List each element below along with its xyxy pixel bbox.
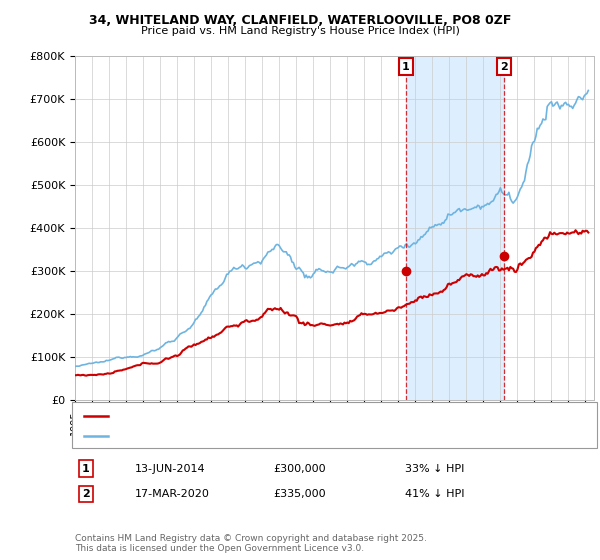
Bar [406,56,504,400]
Text: 34, WHITELAND WAY, CLANFIELD, WATERLOOVILLE, PO8 0ZF: 34, WHITELAND WAY, CLANFIELD, WATERLOOVI… [89,14,511,27]
Text: 13-JUN-2014: 13-JUN-2014 [135,464,206,474]
Text: HPI: Average price, detached house, East Hampshire: HPI: Average price, detached house, East… [114,431,372,441]
Text: 41% ↓ HPI: 41% ↓ HPI [405,489,464,499]
Text: Contains HM Land Registry data © Crown copyright and database right 2025.
This d: Contains HM Land Registry data © Crown c… [75,534,427,553]
Text: 2: 2 [500,62,508,72]
Text: 1: 1 [402,62,410,72]
Text: Price paid vs. HM Land Registry's House Price Index (HPI): Price paid vs. HM Land Registry's House … [140,26,460,36]
Text: 17-MAR-2020: 17-MAR-2020 [135,489,210,499]
Text: 1: 1 [82,464,89,474]
Text: 34, WHITELAND WAY, CLANFIELD, WATERLOOVILLE, PO8 0ZF (detached house): 34, WHITELAND WAY, CLANFIELD, WATERLOOVI… [114,411,500,421]
Text: £300,000: £300,000 [273,464,326,474]
Text: 33% ↓ HPI: 33% ↓ HPI [405,464,464,474]
Text: 2: 2 [82,489,89,499]
Text: £335,000: £335,000 [273,489,326,499]
